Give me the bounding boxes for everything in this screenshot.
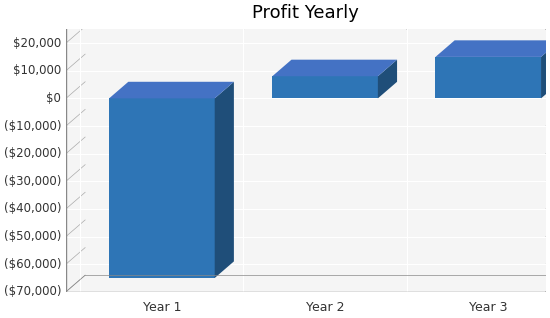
Text: Year 3: Year 3	[469, 301, 508, 315]
Polygon shape	[66, 275, 550, 292]
Polygon shape	[66, 29, 546, 292]
Polygon shape	[109, 98, 214, 278]
Text: ($30,000): ($30,000)	[4, 175, 61, 188]
Polygon shape	[541, 40, 550, 98]
Polygon shape	[109, 82, 234, 98]
Polygon shape	[272, 76, 378, 98]
Polygon shape	[214, 82, 234, 278]
Polygon shape	[436, 40, 550, 57]
Text: $0: $0	[46, 92, 61, 105]
Text: Year 2: Year 2	[306, 301, 344, 315]
Text: ($10,000): ($10,000)	[4, 120, 61, 133]
Text: ($40,000): ($40,000)	[4, 202, 61, 215]
Title: Profit Yearly: Profit Yearly	[252, 4, 359, 22]
Text: Year 1: Year 1	[142, 301, 181, 315]
Polygon shape	[378, 60, 397, 98]
Polygon shape	[436, 57, 541, 98]
Text: $20,000: $20,000	[13, 37, 61, 50]
Text: ($20,000): ($20,000)	[4, 147, 61, 160]
Polygon shape	[546, 13, 550, 292]
Text: ($50,000): ($50,000)	[4, 230, 61, 243]
Polygon shape	[272, 60, 397, 76]
Polygon shape	[66, 13, 85, 292]
Text: ($60,000): ($60,000)	[4, 258, 61, 271]
Text: ($70,000): ($70,000)	[4, 285, 61, 298]
Text: $10,000: $10,000	[13, 64, 61, 77]
Polygon shape	[66, 13, 550, 29]
